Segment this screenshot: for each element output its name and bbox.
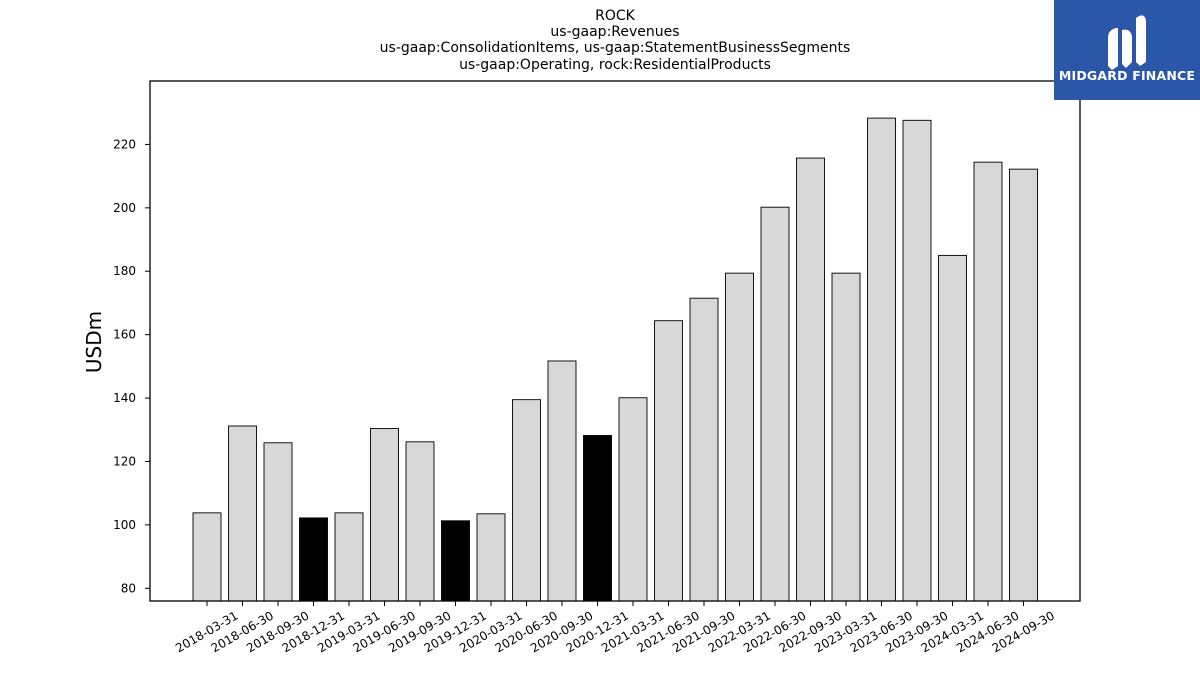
title-line-4: us-gaap:Operating, rock:ResidentialProdu… (459, 57, 771, 73)
bar-2021-03-31 (618, 397, 648, 602)
bar-2020-06-30 (512, 399, 541, 602)
bar-2018-12-31 (299, 517, 328, 602)
midgard-logo: MIDGARD FINANCE (1054, 0, 1200, 100)
bar-2020-12-31 (583, 435, 612, 602)
title-line-2: us-gaap:Revenues (550, 24, 679, 40)
bar-2019-12-31 (441, 520, 470, 602)
y-tick-label: 100 (113, 518, 136, 532)
bar-2020-09-30 (547, 360, 577, 602)
y-axis-ticks: 80 100 120 140 160 180 200 220 (113, 137, 150, 595)
bar-2019-03-31 (334, 512, 364, 602)
bar-2022-06-30 (760, 206, 790, 602)
y-tick-label: 200 (113, 201, 136, 215)
bar-2023-03-31 (831, 272, 861, 602)
logo-text: MIDGARD FINANCE (1058, 68, 1196, 83)
y-tick-label: 180 (113, 264, 136, 278)
bar-2024-03-31 (938, 254, 967, 602)
bar-2019-09-30 (405, 441, 435, 602)
bar-2018-09-30 (263, 442, 293, 602)
plot-frame (149, 80, 1081, 602)
bar-2024-09-30 (1009, 168, 1038, 602)
bar-2019-06-30 (370, 428, 399, 602)
bar-2023-06-30 (867, 117, 896, 602)
y-tick-label: 220 (113, 137, 136, 151)
y-tick-label: 160 (113, 328, 136, 342)
bar-2022-03-31 (725, 272, 754, 602)
bar-2023-09-30 (902, 119, 932, 602)
y-tick-label: 140 (113, 391, 136, 405)
bar-2018-06-30 (228, 425, 257, 602)
bar-2018-03-31 (192, 512, 222, 602)
bar-2021-09-30 (689, 297, 719, 602)
x-axis-ticks: 2018-03-312018-06-302018-09-302018-12-31… (173, 601, 1057, 655)
y-tick-label: 120 (113, 454, 136, 468)
midgard-logo-icon (1108, 15, 1146, 70)
chart-title: ROCK us-gaap:Revenues us-gaap:Consolidat… (380, 8, 851, 73)
bars-group (192, 117, 1038, 602)
y-tick-label: 80 (121, 581, 136, 595)
title-line-3: us-gaap:ConsolidationItems, us-gaap:Stat… (380, 40, 851, 56)
bar-2020-03-31 (476, 513, 506, 602)
bar-2022-09-30 (796, 157, 825, 602)
bar-2024-06-30 (973, 161, 1003, 602)
y-axis-label: USDm (82, 311, 106, 373)
bar-2021-06-30 (654, 320, 683, 602)
title-line-1: ROCK (595, 8, 636, 24)
